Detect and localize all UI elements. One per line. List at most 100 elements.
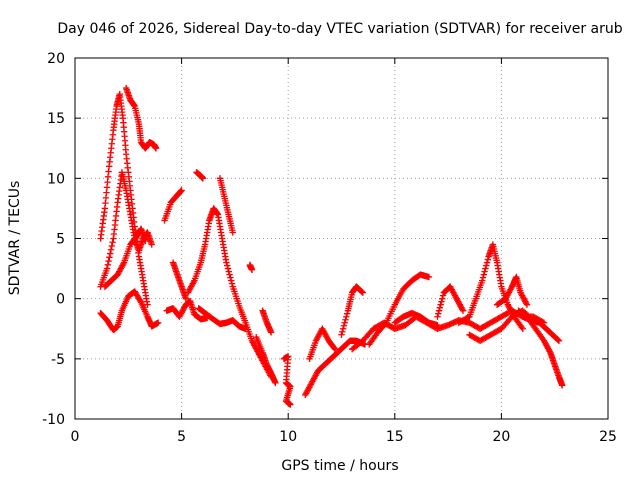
data-point [554, 336, 562, 344]
data-point [248, 266, 256, 273]
data-point [103, 265, 111, 272]
series-track-n [259, 307, 275, 336]
series-track-g [163, 297, 211, 323]
data-point [341, 319, 348, 326]
data-point [148, 241, 155, 248]
x-tick-label: 10 [279, 429, 297, 445]
series-track-h [169, 259, 190, 302]
series-track-w [434, 283, 467, 320]
data-point [358, 288, 366, 296]
data-point [106, 250, 114, 257]
data-point [558, 382, 566, 389]
data-point [343, 313, 350, 320]
x-axis-label: GPS time / hours [281, 458, 398, 474]
series-track-r [306, 325, 339, 363]
data-point [483, 262, 490, 269]
series-track-s [338, 283, 367, 338]
data-point [331, 344, 338, 352]
data-point [437, 301, 444, 308]
data-point [484, 256, 492, 263]
data-point [479, 274, 487, 281]
y-tick-label: -5 [51, 352, 65, 368]
y-tick-label: 5 [56, 232, 65, 248]
grid-layer [75, 58, 608, 419]
series-track-c [122, 84, 160, 152]
x-tick-label: 5 [177, 429, 186, 445]
data-point [227, 277, 235, 284]
data-point [438, 298, 445, 305]
data-point [228, 280, 236, 287]
data-point [105, 257, 112, 265]
x-tick-label: 15 [386, 429, 404, 445]
series-track-e [101, 225, 149, 290]
data-point [226, 271, 233, 278]
data-point [435, 307, 443, 314]
data-point [199, 175, 207, 182]
data-point [342, 316, 349, 323]
data-point [267, 329, 275, 336]
data-point [435, 310, 442, 317]
series-track-z [493, 273, 531, 308]
series-track-p [280, 353, 294, 408]
data-point [519, 325, 526, 332]
series-track-u [366, 271, 433, 348]
data-point [182, 295, 190, 302]
data-point [287, 401, 294, 408]
series-track-k [216, 175, 236, 236]
data-point [434, 321, 441, 329]
data-point [439, 295, 446, 302]
data-point [343, 310, 351, 317]
data-point [523, 301, 531, 308]
data-point [152, 145, 160, 152]
data-point [108, 242, 115, 250]
data-point [436, 304, 444, 311]
y-axis-label: SDTVAR / TECUs [7, 181, 23, 296]
data-point [480, 271, 488, 278]
data-point [338, 331, 345, 338]
series-track-ab [519, 313, 563, 344]
data-point [242, 325, 249, 332]
data-point [359, 289, 367, 296]
data-point [229, 229, 236, 236]
data-point [272, 379, 279, 387]
x-tick-label: 20 [492, 429, 510, 445]
y-tick-label: 0 [56, 292, 65, 308]
y-tick-label: 20 [47, 51, 65, 67]
data-point [109, 239, 116, 246]
data-point [104, 261, 111, 269]
data-point [178, 187, 185, 194]
data-point [223, 259, 230, 266]
data-point [481, 268, 488, 275]
data-point [144, 301, 151, 308]
data-point [479, 277, 486, 284]
y-tick-label: -10 [42, 412, 65, 428]
series-track-a [97, 90, 151, 308]
data-point [225, 268, 232, 275]
points-layer [97, 84, 566, 408]
data-point [154, 319, 162, 326]
y-tick-label: 15 [47, 111, 65, 127]
data-point [107, 246, 115, 253]
series-track-m [246, 261, 256, 273]
data-point [339, 328, 346, 335]
series-track-l [195, 305, 249, 332]
series-track-x [455, 241, 526, 332]
series-track-f [161, 187, 185, 224]
data-point [382, 320, 389, 328]
data-point [224, 265, 232, 272]
data-point [106, 254, 113, 261]
x-tick-label: 0 [71, 429, 80, 445]
plot-frame [74, 57, 609, 420]
ticks-layer: 0 5 10 15 20 25 -10 -5 0 5 10 15 20 [42, 51, 617, 445]
data-point [340, 322, 348, 329]
data-point [331, 346, 339, 353]
chart-title: Day 046 of 2026, Sidereal Day-to-day VTE… [57, 21, 622, 37]
data-point [434, 313, 441, 320]
data-point [482, 265, 489, 272]
data-point [439, 292, 447, 299]
data-point [555, 337, 563, 344]
data-point [459, 307, 467, 314]
series-track-o [253, 333, 279, 387]
x-tick-label: 25 [599, 429, 617, 445]
